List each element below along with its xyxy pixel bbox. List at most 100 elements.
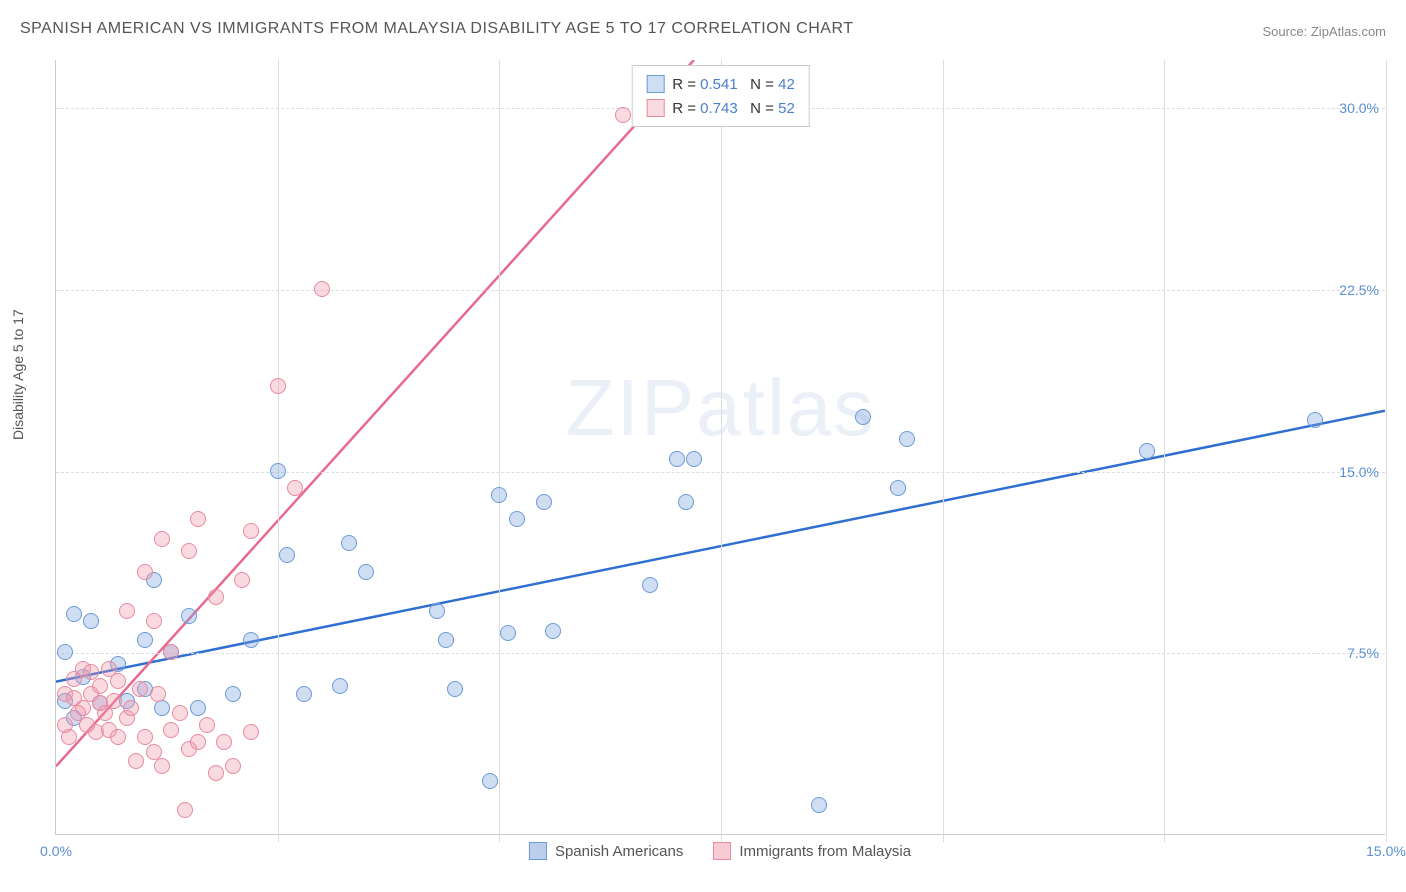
- scatter-point: [216, 734, 232, 750]
- scatter-point: [163, 722, 179, 738]
- scatter-point: [811, 797, 827, 813]
- scatter-point: [146, 613, 162, 629]
- scatter-point: [270, 378, 286, 394]
- regression-line: [56, 60, 694, 766]
- scatter-point: [57, 644, 73, 660]
- y-tick-label: 30.0%: [1339, 100, 1387, 116]
- scatter-point: [154, 531, 170, 547]
- scatter-point: [199, 717, 215, 733]
- scatter-point: [545, 623, 561, 639]
- scatter-point: [190, 700, 206, 716]
- scatter-point: [536, 494, 552, 510]
- scatter-point: [447, 681, 463, 697]
- scatter-point: [154, 758, 170, 774]
- scatter-point: [181, 608, 197, 624]
- legend-item: Immigrants from Malaysia: [713, 842, 911, 860]
- gridline-v: [278, 60, 279, 842]
- gridline-v: [1386, 60, 1387, 842]
- scatter-point: [332, 678, 348, 694]
- scatter-point: [137, 632, 153, 648]
- scatter-point: [128, 753, 144, 769]
- legend-swatch: [646, 99, 664, 117]
- y-axis-title: Disability Age 5 to 17: [10, 309, 26, 440]
- scatter-point: [177, 802, 193, 818]
- x-tick-label: 15.0%: [1366, 843, 1406, 859]
- legend-stats-text: R = 0.541 N = 42: [672, 76, 795, 93]
- scatter-point: [890, 480, 906, 496]
- scatter-point: [92, 678, 108, 694]
- scatter-point: [110, 673, 126, 689]
- y-tick-label: 7.5%: [1347, 645, 1387, 661]
- scatter-point: [190, 734, 206, 750]
- y-tick-label: 15.0%: [1339, 464, 1387, 480]
- scatter-point: [438, 632, 454, 648]
- legend-stats-row: R = 0.743 N = 52: [646, 96, 795, 120]
- scatter-point: [190, 511, 206, 527]
- scatter-point: [225, 758, 241, 774]
- legend-stats-row: R = 0.541 N = 42: [646, 72, 795, 96]
- scatter-point: [270, 463, 286, 479]
- scatter-point: [491, 487, 507, 503]
- scatter-point: [669, 451, 685, 467]
- scatter-point: [296, 686, 312, 702]
- scatter-point: [642, 577, 658, 593]
- scatter-point: [150, 686, 166, 702]
- scatter-point: [106, 693, 122, 709]
- scatter-point: [119, 603, 135, 619]
- scatter-point: [429, 603, 445, 619]
- gridline-v: [721, 60, 722, 842]
- chart-container: ZIPatlas R = 0.541 N = 42R = 0.743 N = 5…: [55, 60, 1385, 835]
- legend-stats-text: R = 0.743 N = 52: [672, 100, 795, 117]
- scatter-point: [243, 523, 259, 539]
- scatter-point: [1139, 443, 1155, 459]
- scatter-point: [899, 431, 915, 447]
- source-attribution: Source: ZipAtlas.com: [1262, 24, 1386, 39]
- gridline-v: [943, 60, 944, 842]
- chart-title: SPANISH AMERICAN VS IMMIGRANTS FROM MALA…: [20, 20, 854, 38]
- scatter-point: [341, 535, 357, 551]
- scatter-point: [137, 564, 153, 580]
- scatter-point: [500, 625, 516, 641]
- x-tick-label: 0.0%: [40, 843, 72, 859]
- gridline-v: [499, 60, 500, 842]
- scatter-point: [172, 705, 188, 721]
- scatter-point: [61, 729, 77, 745]
- legend-swatch: [713, 842, 731, 860]
- scatter-point: [358, 564, 374, 580]
- scatter-point: [163, 644, 179, 660]
- y-tick-label: 22.5%: [1339, 282, 1387, 298]
- scatter-point: [1307, 412, 1323, 428]
- legend-label: Spanish Americans: [555, 843, 683, 860]
- scatter-point: [225, 686, 241, 702]
- scatter-point: [83, 664, 99, 680]
- scatter-point: [509, 511, 525, 527]
- scatter-point: [146, 744, 162, 760]
- legend-item: Spanish Americans: [529, 842, 683, 860]
- scatter-point: [75, 700, 91, 716]
- scatter-point: [66, 606, 82, 622]
- scatter-point: [234, 572, 250, 588]
- gridline-v: [1164, 60, 1165, 842]
- scatter-point: [482, 773, 498, 789]
- scatter-point: [243, 724, 259, 740]
- scatter-point: [208, 589, 224, 605]
- scatter-point: [686, 451, 702, 467]
- scatter-point: [137, 729, 153, 745]
- scatter-point: [615, 107, 631, 123]
- scatter-point: [287, 480, 303, 496]
- legend-stats-box: R = 0.541 N = 42 R = 0.743 N = 52: [631, 65, 810, 127]
- scatter-point: [208, 765, 224, 781]
- scatter-point: [132, 681, 148, 697]
- scatter-point: [83, 613, 99, 629]
- scatter-point: [110, 729, 126, 745]
- scatter-point: [279, 547, 295, 563]
- scatter-point: [855, 409, 871, 425]
- legend-swatch: [646, 75, 664, 93]
- legend-swatch: [529, 842, 547, 860]
- scatter-point: [154, 700, 170, 716]
- plot-area: ZIPatlas R = 0.541 N = 42R = 0.743 N = 5…: [55, 60, 1385, 835]
- scatter-point: [243, 632, 259, 648]
- legend-bottom: Spanish Americans Immigrants from Malaysi…: [529, 842, 911, 860]
- legend-label: Immigrants from Malaysia: [739, 843, 911, 860]
- scatter-point: [181, 543, 197, 559]
